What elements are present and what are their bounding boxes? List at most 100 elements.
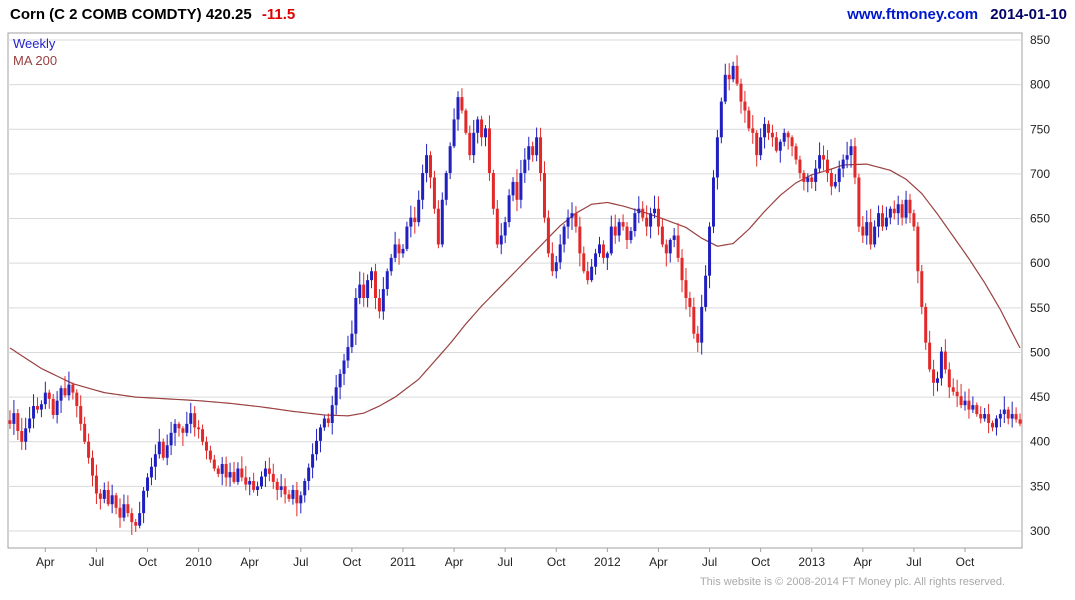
- y-axis-label: 450: [1030, 390, 1050, 404]
- candle-down: [767, 123, 770, 133]
- y-axis-label: 400: [1030, 435, 1050, 449]
- candle-up: [149, 466, 153, 478]
- chart-header: Corn (C 2 COMB COMDTY) 420.25 -11.5 www.…: [0, 0, 1075, 28]
- candle-up: [153, 454, 157, 467]
- candle-down: [794, 146, 798, 160]
- candle-up: [165, 445, 169, 458]
- candle-down: [71, 384, 75, 393]
- candle-down: [987, 414, 991, 423]
- candle-up: [558, 244, 562, 263]
- candle-up: [346, 347, 350, 361]
- candle-down: [83, 423, 87, 442]
- candle-up: [629, 231, 633, 240]
- candle-down: [751, 128, 755, 133]
- candle-down: [656, 208, 660, 227]
- candle-up: [884, 217, 888, 227]
- candle-up: [507, 195, 511, 223]
- candle-up: [185, 423, 189, 433]
- candle-down: [586, 271, 590, 281]
- candle-up: [338, 373, 342, 388]
- candle-up: [778, 141, 782, 151]
- candle-down: [491, 173, 495, 209]
- candle-up: [637, 208, 641, 214]
- x-axis-label: Oct: [956, 555, 975, 569]
- candle-down: [63, 388, 67, 396]
- candle-down: [1006, 409, 1010, 419]
- candle-down: [1018, 419, 1022, 424]
- candle-down: [94, 475, 98, 494]
- candle-down: [542, 173, 546, 218]
- candle-down: [271, 473, 275, 482]
- x-axis-label: Apr: [36, 555, 55, 569]
- candle-up: [994, 418, 998, 428]
- candle-down: [786, 132, 790, 138]
- candle-up: [704, 275, 708, 307]
- candle-up: [865, 222, 869, 236]
- candle-up: [1002, 409, 1006, 415]
- candle-down: [20, 431, 24, 442]
- candle-up: [299, 495, 303, 504]
- candle-up: [833, 181, 837, 187]
- candle-down: [362, 284, 366, 298]
- candle-down: [916, 226, 920, 272]
- price-change: -11.5: [261, 6, 296, 23]
- x-axis-label: Jul: [498, 555, 513, 569]
- candle-up: [405, 226, 409, 249]
- candle-up: [354, 297, 358, 334]
- candle-down: [134, 522, 138, 526]
- candle-up: [503, 222, 507, 236]
- candle-up: [723, 74, 727, 102]
- candle-down: [829, 173, 833, 187]
- y-axis-label: 300: [1030, 524, 1050, 538]
- candle-up: [110, 495, 114, 505]
- candle-down: [118, 507, 122, 518]
- candle-down: [601, 244, 605, 258]
- candle-up: [668, 239, 672, 254]
- candle-down: [161, 441, 165, 458]
- candle-up: [393, 244, 397, 258]
- candle-up: [55, 400, 59, 415]
- candle-down: [287, 494, 291, 499]
- candle-down: [991, 422, 995, 428]
- candle-up: [220, 464, 224, 474]
- candle-up: [122, 504, 126, 518]
- candle-up: [421, 173, 425, 200]
- candle-down: [869, 222, 873, 245]
- candle-down: [574, 213, 578, 227]
- candle-up: [598, 244, 601, 254]
- candle-up: [511, 181, 515, 196]
- y-axis-label: 600: [1030, 256, 1050, 270]
- candle-down: [790, 137, 794, 147]
- x-axis-label: Oct: [547, 555, 566, 569]
- candle-down: [696, 333, 700, 343]
- candle-up: [322, 418, 326, 428]
- candle-up: [472, 132, 476, 156]
- candle-down: [193, 413, 197, 428]
- candle-up: [279, 486, 283, 490]
- candle-up: [260, 476, 263, 487]
- candle-down: [275, 481, 279, 490]
- candle-up: [366, 280, 370, 298]
- candle-down: [216, 468, 220, 474]
- candle-up: [519, 173, 523, 200]
- candle-down: [664, 244, 668, 254]
- candle-up: [59, 388, 63, 401]
- candle-up: [633, 213, 637, 232]
- candle-up: [263, 468, 267, 477]
- candle-up: [32, 406, 36, 419]
- candle-up: [609, 226, 613, 254]
- copyright-footer: This website is © 2008-2014 FT Money plc…: [699, 576, 1005, 588]
- candle-down: [283, 486, 287, 495]
- candle-down: [774, 137, 778, 151]
- source-link[interactable]: www.ftmoney.com: [847, 6, 979, 23]
- candle-down: [660, 226, 664, 245]
- candle-up: [873, 226, 877, 245]
- candle-down: [727, 74, 731, 80]
- candle-down: [912, 213, 916, 227]
- candle-up: [963, 400, 967, 406]
- y-axis-label: 800: [1030, 78, 1050, 92]
- candle-down: [397, 244, 401, 254]
- candle-down: [924, 306, 928, 343]
- candle-down: [51, 398, 55, 415]
- candle-up: [998, 414, 1002, 419]
